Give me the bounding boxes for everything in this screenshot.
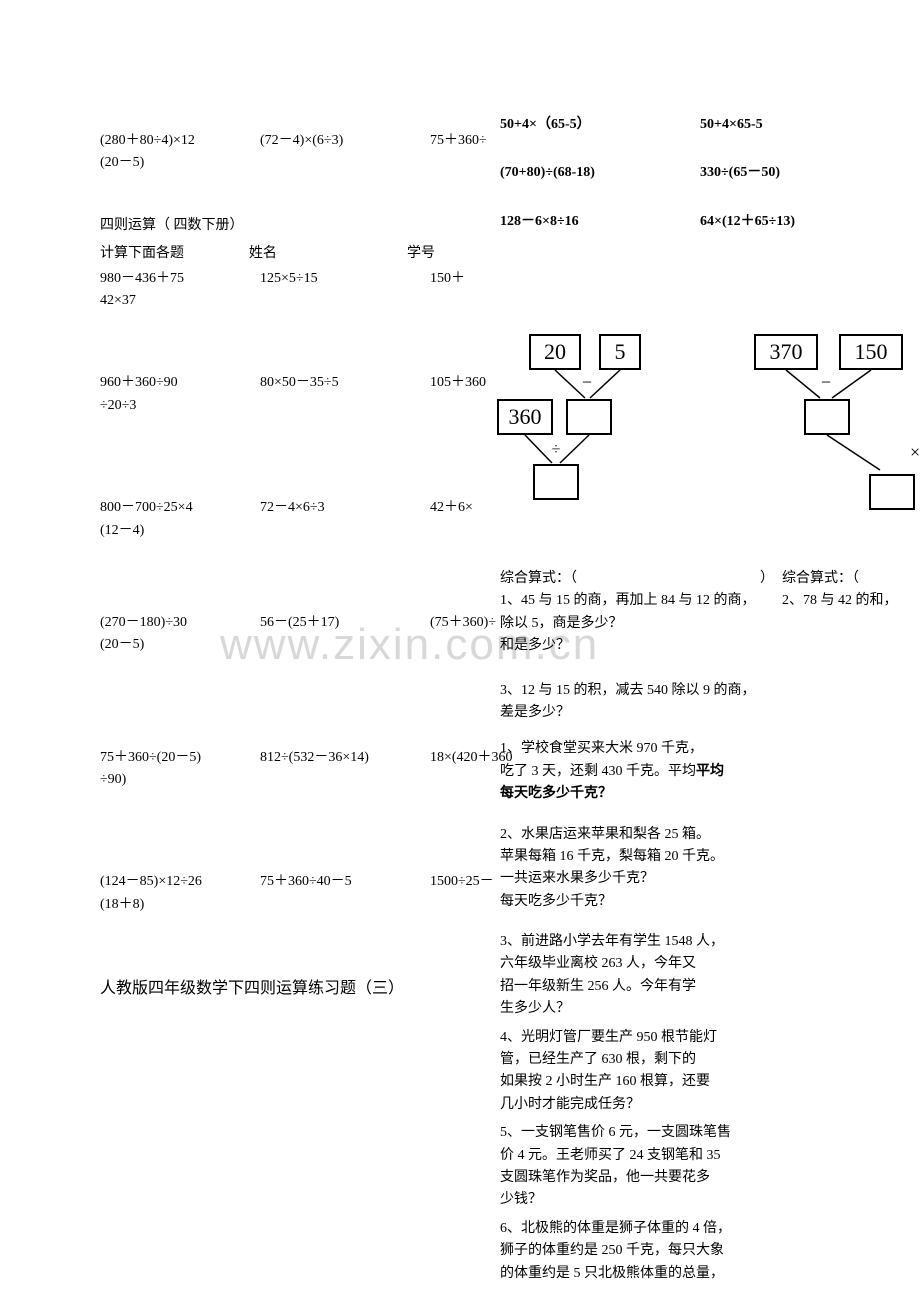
q3a: 3、12 与 15 的积，减去 540 除以 9 的商， (500, 680, 760, 702)
expr-7a2: (18＋8) (100, 897, 144, 912)
header-t1: 四则运算（ 四数下册） (100, 215, 500, 237)
p1b: 吃了 3 天，还剩 430 千克。平均平均 (500, 761, 760, 783)
expr-6b: 812÷(532－36×14) (260, 747, 430, 792)
p3a: 3、前进路小学去年有学生 1548 人， (500, 931, 760, 953)
p2b: 苹果每箱 16 千克，梨每箱 20 千克。 (500, 846, 760, 868)
svg-text:370: 370 (770, 339, 803, 364)
p3d: 生多少人？ (500, 998, 760, 1020)
expr-6a2: ÷90) (100, 772, 126, 787)
expr-2a: 980－436＋75 (100, 271, 184, 286)
expr-r1a: 50+4×（65-5） (500, 114, 700, 136)
q1b: 2、78 与 42 的和， (782, 590, 920, 612)
expr-7b: 75＋360÷40－5 (260, 871, 430, 916)
expr-5a2: (20－5) (100, 637, 144, 652)
p5d: 少钱？ (500, 1189, 760, 1211)
expr-3a2: ÷20÷3 (100, 398, 136, 413)
comp-1l: 综合算式：（ (500, 571, 577, 586)
expr-1b: (72－4)×(6÷3) (260, 130, 430, 175)
expr-5b: 56－(25＋17) (260, 612, 430, 657)
p2d: 每天吃多少千克？ (500, 891, 760, 913)
header-id: 学号 (407, 243, 500, 265)
q1: 1、45 与 15 的商，再加上 84 与 12 的商， (500, 590, 760, 612)
svg-text:÷: ÷ (552, 441, 561, 458)
svg-text:360: 360 (509, 404, 542, 429)
expr-1a2: (20－5) (100, 155, 144, 170)
expr-7a: (124－85)×12÷26 (100, 874, 202, 889)
p2a: 2、水果店运来苹果和梨各 25 箱。 (500, 824, 760, 846)
p6b: 狮子的体重约是 250 千克，每只大象 (500, 1240, 760, 1262)
expr-1a: (280＋80÷4)×12 (100, 133, 195, 148)
expr-3b: 80×50－35÷5 (260, 372, 430, 417)
diagram-2: 370 150 − × (750, 330, 920, 530)
expr-2a2: 42×37 (100, 293, 136, 308)
p4b: 管，已经生产了 630 根，剩下的 (500, 1049, 760, 1071)
svg-text:20: 20 (544, 339, 566, 364)
p6c: 的体重约是 5 只北极熊体重的总量， (500, 1263, 760, 1285)
q3b: 差是多少？ (500, 702, 760, 724)
svg-text:5: 5 (615, 339, 626, 364)
expr-r3b: 64×(12＋65÷13) (700, 211, 900, 233)
p1a: 1、学校食堂买来大米 970 千克， (500, 738, 760, 760)
p3c: 招一年级新生 256 人。今年有学 (500, 976, 760, 998)
p4d: 几小时才能完成任务？ (500, 1094, 760, 1116)
expr-r2a: (70+80)÷(68-18) (500, 162, 700, 184)
header-t2: 计算下面各题 (100, 243, 249, 265)
p4a: 4、光明灯管厂要生产 950 根节能灯 (500, 1027, 760, 1049)
q1l2: 除以 5，商是多少？ (500, 613, 760, 635)
p5c: 支圆珠笔作为奖品，他一共要花多 (500, 1167, 760, 1189)
p2c: 一共运来水果多少千克？ (500, 868, 760, 890)
expr-6a: 75＋360÷(20－5) (100, 750, 201, 765)
expr-r3a: 128－6×8÷16 (500, 211, 700, 233)
expr-4b: 72－4×6÷3 (260, 497, 430, 542)
p3b: 六年级毕业离校 263 人，今年又 (500, 953, 760, 975)
expr-4a: 800－700÷25×4 (100, 500, 193, 515)
svg-text:−: − (582, 372, 592, 392)
expr-r2b: 330÷(65－50) (700, 162, 900, 184)
diagram-1: 20 5 − 360 ÷ (490, 330, 690, 530)
expr-4a2: (12－4) (100, 523, 144, 538)
comp-1r: ） (760, 571, 774, 586)
expr-3a: 960＋360÷90 (100, 375, 178, 390)
p5a: 5、一支钢笔售价 6 元，一支圆珠笔售 (500, 1122, 760, 1144)
p4c: 如果按 2 小时生产 160 根算，还要 (500, 1071, 760, 1093)
svg-text:×: × (910, 442, 920, 462)
svg-text:−: − (821, 372, 831, 392)
svg-text:150: 150 (855, 339, 888, 364)
p1c: 每天吃多少千克？ (500, 783, 760, 805)
p6a: 6、北极熊的体重是狮子体重的 4 倍， (500, 1218, 760, 1240)
expr-2c: 150＋ (430, 268, 560, 313)
expr-2b: 125×5÷15 (260, 268, 430, 313)
p5b: 价 4 元。王老师买了 24 支钢笔和 35 (500, 1145, 760, 1167)
q1c: 和是多少？ (500, 635, 760, 657)
comp-2: 综合算式：（ (782, 568, 920, 590)
expr-5a: (270－180)÷30 (100, 615, 187, 630)
header-name: 姓名 (249, 243, 407, 265)
expr-r1b: 50+4×65-5 (700, 114, 900, 136)
section-title-3: 人教版四年级数学下四则运算练习题（三） (100, 976, 500, 1002)
